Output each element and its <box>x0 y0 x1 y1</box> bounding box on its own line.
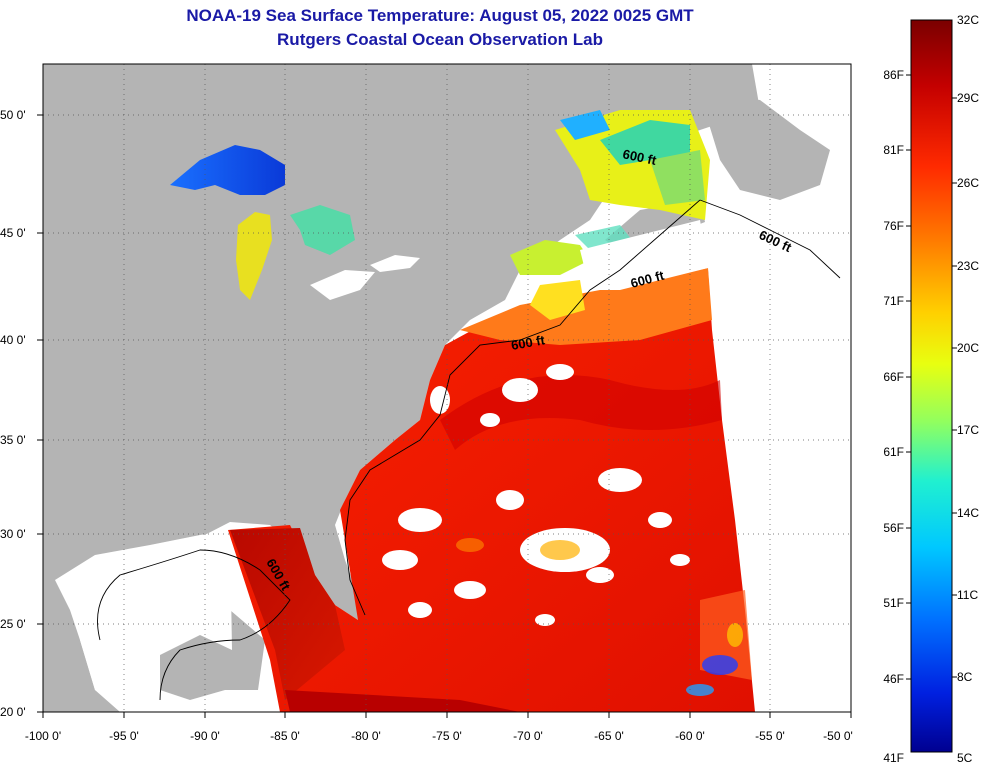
fahrenheit-label: 81F <box>883 143 904 157</box>
lake-huron <box>290 205 355 255</box>
celsius-label: 29C <box>957 91 979 105</box>
colorbar-fahrenheit-labels: 86F 81F 76F 71F 66F 61F 56F 51F 46F 41F <box>883 68 904 765</box>
lon-tick-label: -60 0' <box>675 729 705 743</box>
contour-label: 600 ft <box>510 332 547 353</box>
map-grid <box>43 64 851 712</box>
fahrenheit-label: 56F <box>883 521 904 535</box>
lake-erie <box>310 270 375 300</box>
celsius-label: 32C <box>957 13 979 27</box>
celsius-label: 26C <box>957 176 979 190</box>
lon-tick-label: -90 0' <box>190 729 220 743</box>
celsius-label: 20C <box>957 341 979 355</box>
lon-tick-label: -70 0' <box>513 729 543 743</box>
lon-tick-label: -95 0' <box>109 729 139 743</box>
fahrenheit-label: 46F <box>883 672 904 686</box>
colorbar <box>910 19 953 753</box>
lon-tick-label: -85 0' <box>270 729 300 743</box>
fahrenheit-label: 61F <box>883 445 904 459</box>
lake-superior <box>170 145 285 195</box>
fahrenheit-label: 41F <box>883 751 904 765</box>
lon-tick-label: -80 0' <box>351 729 381 743</box>
lat-tick-label: 25 0' <box>0 617 26 631</box>
celsius-label: 14C <box>957 506 979 520</box>
sst-swath <box>228 268 755 712</box>
axis-ticks <box>37 114 852 718</box>
lake-ontario <box>370 255 420 272</box>
celsius-label: 8C <box>957 670 973 684</box>
fahrenheit-label: 66F <box>883 370 904 384</box>
great-lakes <box>170 145 420 300</box>
isobath-contour <box>97 199 841 701</box>
celsius-label: 5C <box>957 751 973 765</box>
map-title: NOAA-19 Sea Surface Temperature: August … <box>186 6 694 25</box>
map-subtitle: Rutgers Coastal Ocean Observation Lab <box>277 30 603 49</box>
lat-tick-label: 20 0' <box>0 705 26 719</box>
lat-tick-label: 30 0' <box>0 527 26 541</box>
lat-labels: 50 0' 45 0' 40 0' 35 0' 30 0' 25 0' 20 0… <box>0 108 26 719</box>
lon-tick-label: -50 0' <box>823 729 853 743</box>
lat-tick-label: 50 0' <box>0 108 26 122</box>
north-sst-patches <box>510 110 710 320</box>
fahrenheit-label: 76F <box>883 219 904 233</box>
lon-tick-label: -55 0' <box>755 729 785 743</box>
fahrenheit-label: 86F <box>883 68 904 82</box>
lon-tick-label: -100 0' <box>25 729 61 743</box>
fahrenheit-label: 71F <box>883 294 904 308</box>
lat-tick-label: 40 0' <box>0 333 26 347</box>
colorbar-ticks <box>906 74 957 680</box>
lon-tick-label: -75 0' <box>432 729 462 743</box>
celsius-label: 17C <box>957 423 979 437</box>
lon-labels: -100 0' -95 0' -90 0' -85 0' -80 0' -75 … <box>25 729 853 743</box>
lat-tick-label: 35 0' <box>0 433 26 447</box>
fahrenheit-label: 51F <box>883 596 904 610</box>
colorbar-celsius-labels: 32C 29C 26C 23C 20C 17C 14C 11C 8C 5C <box>957 13 979 765</box>
celsius-label: 23C <box>957 259 979 273</box>
contour-label: 600 ft <box>621 146 658 168</box>
lat-tick-label: 45 0' <box>0 226 26 240</box>
lon-tick-label: -65 0' <box>594 729 624 743</box>
lake-michigan <box>236 212 272 300</box>
no-data-gulf <box>55 530 232 705</box>
celsius-label: 11C <box>957 588 978 602</box>
